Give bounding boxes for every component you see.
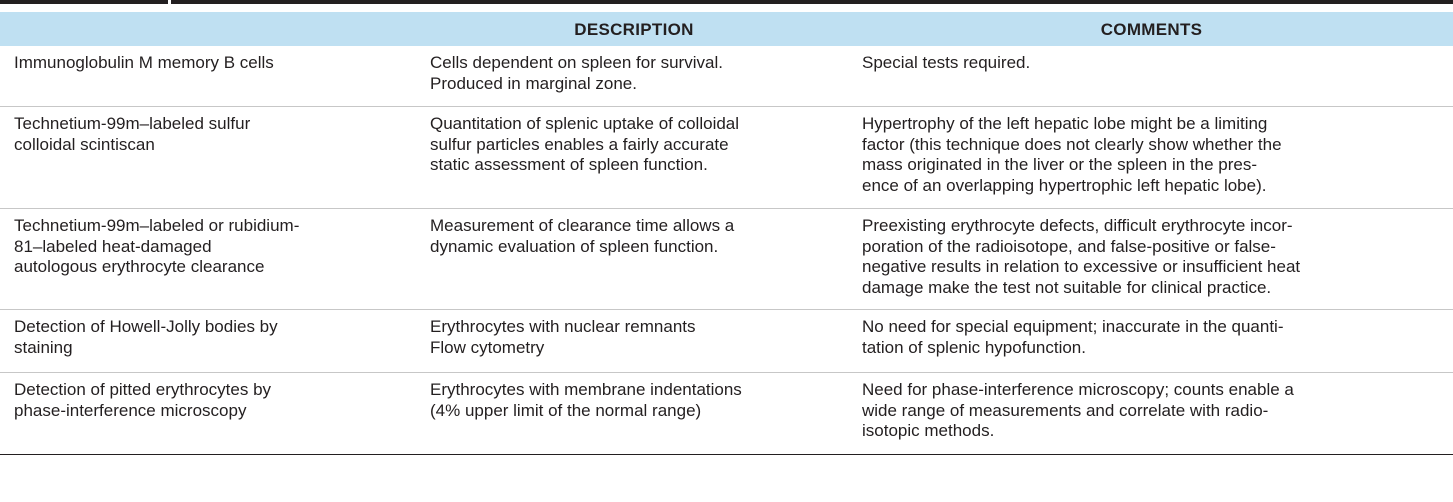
description-cell: Quantitation of splenic uptake of colloi… — [430, 114, 850, 176]
test-line: 81–labeled heat-damaged — [14, 236, 212, 256]
description-line: sulfur particles enables a fairly accura… — [430, 134, 729, 154]
header-comments: COMMENTS — [1100, 20, 1203, 39]
test-line: Detection of pitted erythrocytes by — [14, 380, 272, 399]
test-line: Technetium-99m–labeled or rubidium- — [14, 216, 300, 235]
comments-line: Special tests required. — [862, 53, 1031, 72]
header-description: DESCRIPTION — [574, 20, 694, 39]
comments-line: Hypertrophy of the left hepatic lobe mig… — [862, 114, 1268, 133]
description-line: Cells dependent on spleen for survival. — [430, 53, 723, 72]
test-line: colloidal scintiscan — [14, 134, 155, 154]
comments-cell: Need for phase-interference microscopy; … — [862, 380, 1453, 442]
test-cell: Technetium-99m–labeled or rubidium- 81–l… — [14, 216, 408, 278]
test-line: autologous erythrocyte clearance — [14, 257, 265, 276]
description-line: dynamic evaluation of spleen function. — [430, 236, 719, 256]
test-line: Detection of Howell-Jolly bodies by — [14, 317, 278, 336]
table-header: DESCRIPTION COMMENTS — [0, 12, 1453, 46]
table-row: Technetium-99m–labeled sulfur colloidal … — [0, 107, 1453, 209]
comments-line: Preexisting erythrocyte defects, difficu… — [862, 216, 1293, 235]
table-row: Detection of Howell-Jolly bodies by stai… — [0, 310, 1453, 373]
description-line: Quantitation of splenic uptake of colloi… — [430, 114, 740, 133]
description-cell: Measurement of clearance time allows a d… — [430, 216, 864, 257]
test-cell: Detection of Howell-Jolly bodies by stai… — [14, 317, 408, 358]
table-row: Immunoglobulin M memory B cells Cells de… — [0, 46, 1453, 107]
comments-line: poration of the radioisotope, and false-… — [862, 236, 1276, 256]
top-rule — [0, 0, 1453, 4]
test-line: phase-interference microscopy — [14, 400, 247, 420]
comments-line: damage make the test not suitable for cl… — [862, 277, 1272, 297]
comments-line: factor (this technique does not clearly … — [862, 134, 1282, 154]
comments-line: wide range of measurements and correlate… — [862, 400, 1269, 420]
comments-cell: Preexisting erythrocyte defects, difficu… — [862, 216, 1447, 298]
comments-line: isotopic methods. — [862, 421, 995, 440]
comments-line: negative results in relation to excessiv… — [862, 257, 1301, 276]
test-line: Immunoglobulin M memory B cells — [14, 53, 274, 72]
description-cell: Erythrocytes with membrane indentations … — [430, 380, 864, 421]
test-cell: Detection of pitted erythrocytes by phas… — [14, 380, 408, 421]
description-line: (4% upper limit of the normal range) — [430, 400, 702, 420]
description-line: Erythrocytes with nuclear remnants — [430, 317, 696, 336]
table-row: Technetium-99m–labeled or rubidium- 81–l… — [0, 209, 1453, 310]
description-line: Erythrocytes with membrane indentations — [430, 380, 742, 399]
comments-line: Need for phase-interference microscopy; … — [862, 380, 1294, 399]
top-rule-notch — [168, 0, 171, 16]
test-cell: Immunoglobulin M memory B cells — [14, 53, 394, 74]
comments-line: tation of splenic hypofunction. — [862, 337, 1086, 357]
comments-cell: Special tests required. — [862, 53, 1447, 74]
description-cell: Cells dependent on spleen for survival. … — [430, 53, 864, 94]
test-line: Technetium-99m–labeled sulfur — [14, 114, 251, 133]
description-line: Measurement of clearance time allows a — [430, 216, 735, 235]
comments-cell: No need for special equipment; inaccurat… — [862, 317, 1453, 358]
comments-line: No need for special equipment; inaccurat… — [862, 317, 1284, 336]
comments-line: ence of an overlapping hypertrophic left… — [862, 175, 1267, 195]
description-line: Produced in marginal zone. — [430, 73, 637, 93]
description-cell: Erythrocytes with nuclear remnants Flow … — [430, 317, 850, 358]
description-line: static assessment of spleen function. — [430, 155, 708, 174]
comments-line: mass originated in the liver or the sple… — [862, 155, 1257, 174]
table-row: Detection of pitted erythrocytes by phas… — [0, 373, 1453, 455]
test-cell: Technetium-99m–labeled sulfur colloidal … — [14, 114, 408, 155]
description-line: Flow cytometry — [430, 337, 545, 357]
test-line: staining — [14, 337, 73, 357]
comments-cell: Hypertrophy of the left hepatic lobe mig… — [862, 114, 1453, 196]
header-test — [0, 12, 418, 46]
